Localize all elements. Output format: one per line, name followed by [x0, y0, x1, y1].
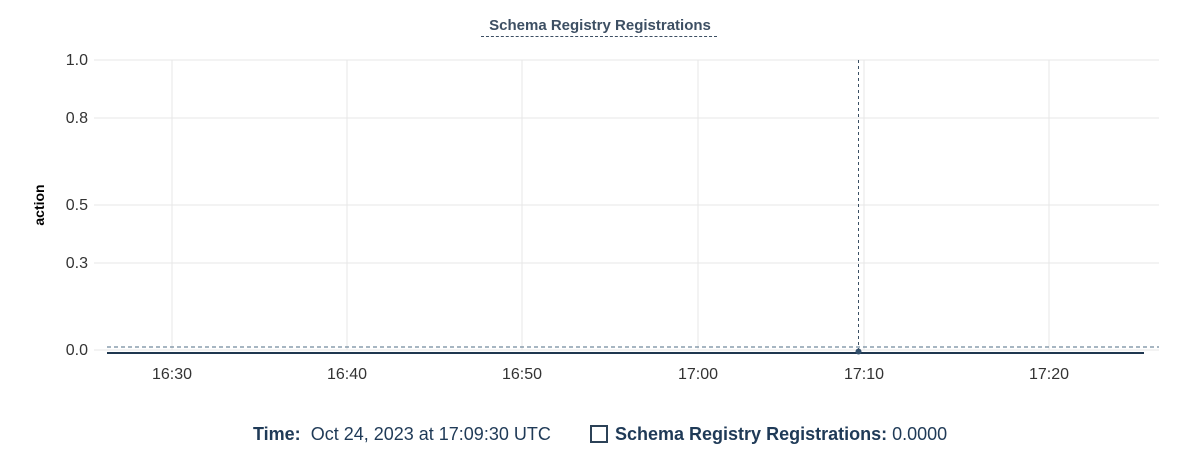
svg-text:0.3: 0.3: [66, 255, 88, 272]
svg-text:0.0: 0.0: [66, 342, 88, 359]
svg-text:0.8: 0.8: [66, 110, 88, 127]
svg-text:1.0: 1.0: [66, 52, 88, 69]
svg-text:0.5: 0.5: [66, 197, 88, 214]
svg-text:17:20: 17:20: [1029, 366, 1069, 383]
svg-text:17:00: 17:00: [678, 366, 718, 383]
svg-text:16:50: 16:50: [502, 366, 542, 383]
svg-text:17:10: 17:10: [844, 366, 884, 383]
svg-text:16:30: 16:30: [152, 366, 192, 383]
svg-text:16:40: 16:40: [327, 366, 367, 383]
svg-text:action: action: [31, 184, 47, 225]
